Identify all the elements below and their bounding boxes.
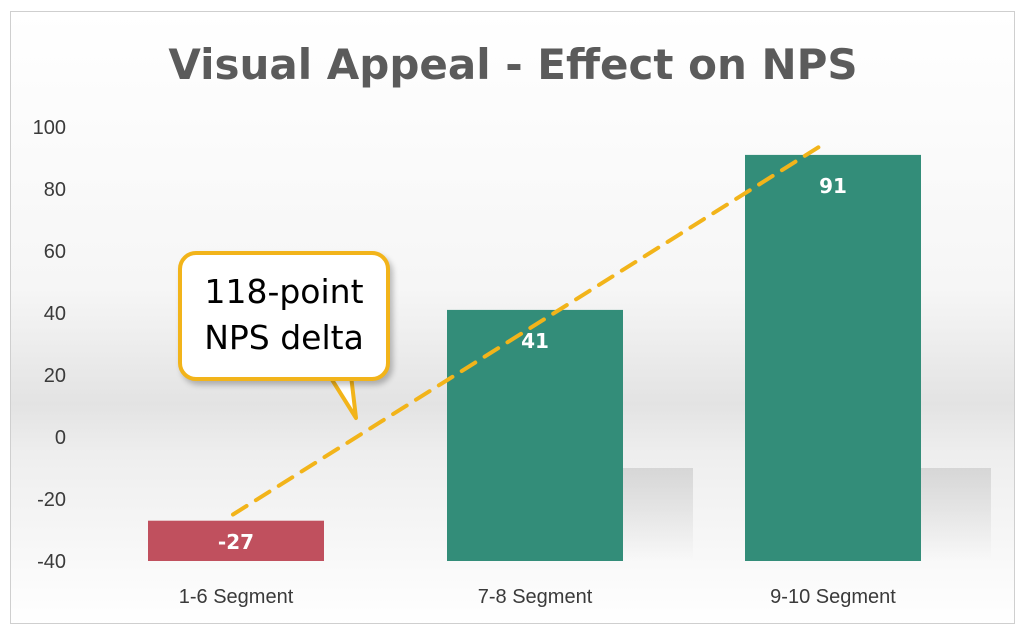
bar-9-10-segment [745, 154, 921, 561]
y-tick-label: 0 [55, 427, 66, 449]
data-label: 91 [819, 174, 847, 198]
y-tick-label: 100 [33, 117, 66, 139]
y-tick-label: 60 [44, 241, 66, 263]
bars [148, 154, 921, 561]
callout-line-1: 118-point [204, 272, 364, 311]
trend-line [231, 140, 828, 517]
data-label: -27 [218, 530, 254, 554]
data-label: 41 [521, 329, 549, 353]
chart-svg: Visual Appeal - Effect on NPS 100 80 60 40 2… [11, 12, 1014, 623]
y-tick-label: -20 [37, 489, 66, 511]
bar-shadow [921, 468, 991, 561]
y-tick-label: 20 [44, 365, 66, 387]
annotation-callout: 118-point NPS delta [178, 251, 390, 381]
x-category-label: 9-10 Segment [770, 586, 896, 608]
callout-text: 118-point NPS delta [182, 269, 386, 361]
y-tick-label: 80 [44, 179, 66, 201]
bar-7-8-segment [447, 309, 623, 561]
bar-shadows [623, 468, 991, 561]
x-axis-labels: 1-6 Segment 7-8 Segment 9-10 Segment [179, 586, 897, 608]
y-axis-ticks: 100 80 60 40 20 0 -20 -40 [33, 117, 66, 573]
chart-frame: Visual Appeal - Effect on NPS 100 80 60 40 2… [10, 11, 1015, 624]
bar-shadow [623, 468, 693, 561]
x-category-label: 7-8 Segment [478, 586, 593, 608]
chart-title: Visual Appeal - Effect on NPS [168, 40, 857, 89]
y-tick-label: 40 [44, 303, 66, 325]
callout-line-2: NPS delta [204, 318, 364, 357]
y-tick-label: -40 [37, 551, 66, 573]
x-category-label: 1-6 Segment [179, 586, 294, 608]
data-labels: -27 41 91 [218, 174, 847, 554]
bar-1-6-segment [148, 520, 324, 561]
